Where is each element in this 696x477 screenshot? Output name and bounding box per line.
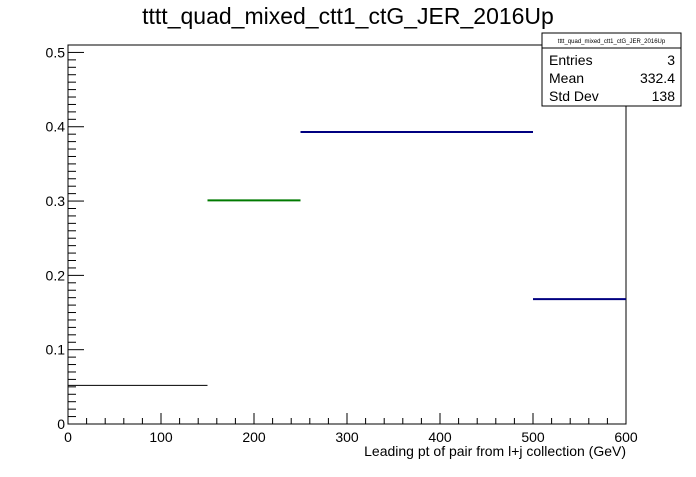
- x-tick-label: 100: [149, 429, 173, 445]
- x-axis-label: Leading pt of pair from l+j collection (…: [364, 443, 626, 459]
- x-tick-label: 400: [428, 429, 452, 445]
- y-tick-label: 0.5: [46, 44, 66, 60]
- x-tick-label: 600: [614, 429, 638, 445]
- stats-box-title: tttt_quad_mixed_ctt1_ctG_JER_2016Up: [558, 39, 666, 45]
- stats-box-frame: [541, 32, 682, 107]
- stats-mean-value: 332.4: [640, 70, 675, 86]
- y-tick-label: 0.4: [46, 119, 66, 135]
- x-tick-label: 200: [242, 429, 266, 445]
- chart-title: tttt_quad_mixed_ctt1_ctG_JER_2016Up: [142, 3, 554, 29]
- x-tick-label: 300: [335, 429, 359, 445]
- axes: 0 0.1 0.2 0.3 0.4 0.5 0 100 200 300 400 500 600: [46, 44, 638, 445]
- y-tick-label: 0.3: [46, 193, 66, 209]
- stats-stddev-label: Std Dev: [549, 88, 599, 104]
- x-tick-label: 500: [521, 429, 545, 445]
- y-tick-label: 0: [57, 416, 65, 432]
- y-tick-label: 0.2: [46, 267, 66, 283]
- stats-entries-label: Entries: [549, 52, 593, 68]
- stats-box: tttt_quad_mixed_ctt1_ctG_JER_2016Up Entr…: [541, 32, 682, 107]
- stats-entries-value: 3: [667, 52, 675, 68]
- y-tick-label: 0.1: [46, 342, 66, 358]
- stats-mean-label: Mean: [549, 70, 584, 86]
- histogram-bins: [68, 130, 626, 386]
- x-tick-label: 0: [64, 429, 72, 445]
- stats-stddev-value: 138: [652, 88, 676, 104]
